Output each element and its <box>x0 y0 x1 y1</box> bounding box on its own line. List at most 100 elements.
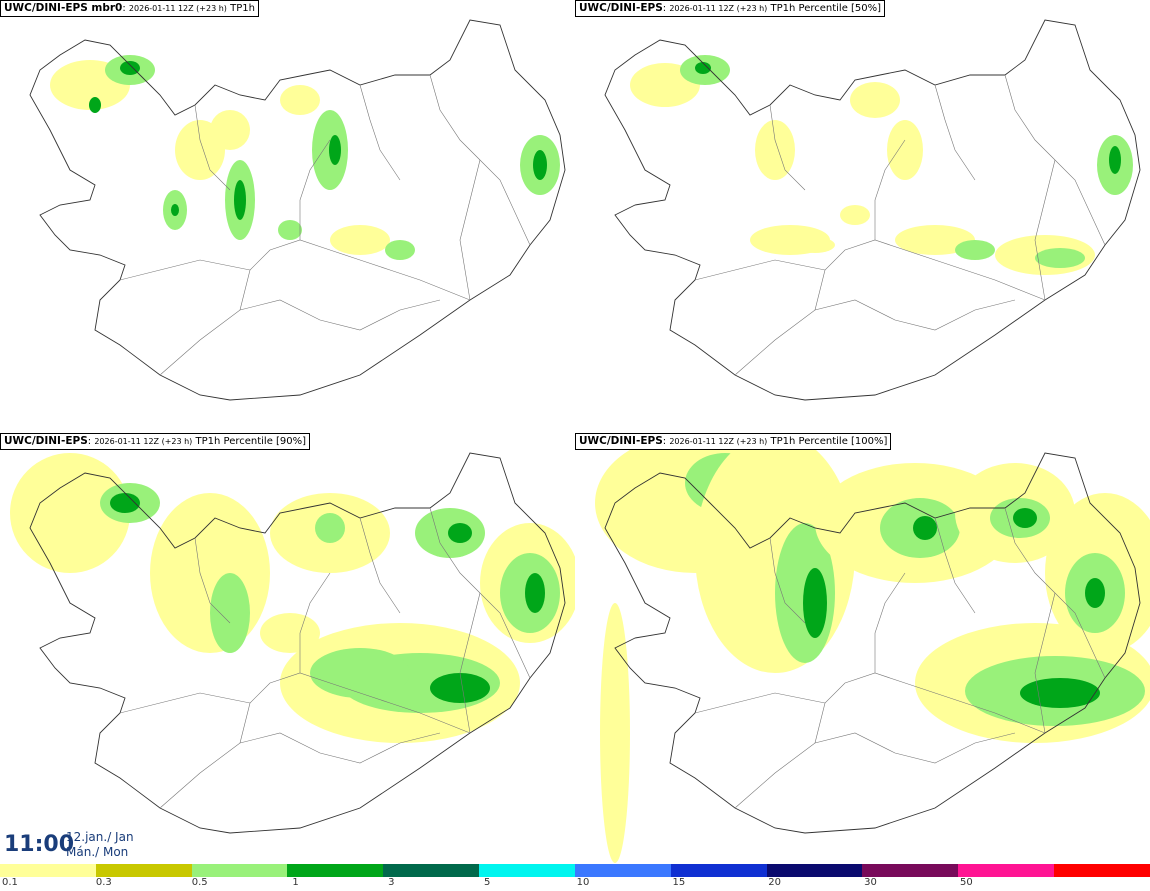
region-border <box>359 517 401 614</box>
field-name: TP1h Percentile [100%] <box>770 436 888 447</box>
precip-area <box>234 180 246 220</box>
legend-tick-label: 3 <box>388 877 395 888</box>
model-name: UWC/DINI-EPS <box>4 435 88 447</box>
precip-area <box>171 204 179 216</box>
precip-area <box>280 85 320 115</box>
legend-swatch <box>766 864 863 877</box>
region-border <box>459 592 481 734</box>
legend-swatch <box>862 864 959 877</box>
field-name: TP1h Percentile [90%] <box>195 436 307 447</box>
valid-date: 12.jan./ Jan Mán./ Mon <box>66 830 134 860</box>
color-legend <box>0 864 1150 877</box>
precip-map <box>29 19 566 401</box>
legend-tick-label: 10 <box>576 877 590 888</box>
legend-tick-label: 0.5 <box>191 877 208 888</box>
legend-tick-label: 20 <box>768 877 782 888</box>
region-border <box>239 672 471 744</box>
region-border <box>359 84 401 181</box>
field-name: TP1h <box>230 3 255 14</box>
region-border <box>769 537 806 624</box>
run-time: 2026-01-11 12Z (+23 h) <box>669 437 768 446</box>
precip-area <box>10 453 130 573</box>
legend-tick-label: 15 <box>672 877 686 888</box>
precip-area <box>1035 248 1085 268</box>
region-border <box>429 74 531 246</box>
region-border <box>119 259 251 281</box>
legend-tick-label: 50 <box>959 877 973 888</box>
precip-area <box>795 237 835 253</box>
precip-area <box>430 673 490 703</box>
legend-swatch <box>958 864 1055 877</box>
legend-tick-label: 0.3 <box>95 877 112 888</box>
precip-area <box>120 61 140 75</box>
precip-area <box>278 220 302 240</box>
region-border <box>1034 592 1056 734</box>
precip-area <box>887 120 923 180</box>
precip-area <box>448 523 472 543</box>
legend-tick-label: 0.1 <box>2 877 18 888</box>
model-name: UWC/DINI-EPS <box>579 435 663 447</box>
region-border <box>194 104 231 191</box>
precip-area <box>260 613 320 653</box>
region-border <box>694 692 826 714</box>
precip-area <box>1020 678 1100 708</box>
region-border <box>459 159 481 301</box>
region-border <box>1004 507 1106 679</box>
coastline <box>604 19 1141 401</box>
precip-area <box>329 135 341 165</box>
precip-area <box>1013 508 1037 528</box>
region-border <box>1034 159 1056 301</box>
precip-area <box>600 603 630 863</box>
precip-area <box>840 205 870 225</box>
region-border <box>814 672 1046 744</box>
valid-date-line1: 12.jan./ Jan <box>66 830 134 844</box>
precip-area <box>525 573 545 613</box>
region-border <box>194 537 231 624</box>
run-time: 2026-01-11 12Z (+23 h) <box>669 4 768 13</box>
precip-area <box>210 573 250 653</box>
run-time: 2026-01-11 12Z (+23 h) <box>94 437 193 446</box>
region-border <box>814 239 1046 311</box>
region-border <box>874 139 906 240</box>
legend-swatch <box>574 864 671 877</box>
panel-title: UWC/DINI-EPS: 2026-01-11 12Z (+23 h) TP1… <box>575 433 892 450</box>
valid-date-line2: Mán./ Mon <box>66 845 129 859</box>
region-border <box>159 732 441 809</box>
region-border <box>299 139 331 240</box>
precip-area <box>895 225 975 255</box>
legend-tick-label: 1 <box>292 877 299 888</box>
coastline <box>29 452 566 834</box>
valid-time-box: 11:00 12.jan./ Jan Mán./ Mon <box>0 826 142 864</box>
precip-map <box>595 433 1150 863</box>
run-time: 2026-01-11 12Z (+23 h) <box>128 4 227 13</box>
region-border <box>429 507 531 679</box>
map-panel-p100: UWC/DINI-EPS: 2026-01-11 12Z (+23 h) TP1… <box>575 433 1150 863</box>
legend-swatch <box>191 864 288 877</box>
legend-swatch <box>670 864 767 877</box>
model-name: UWC/DINI-EPS <box>579 2 663 14</box>
precip-area <box>850 82 900 118</box>
region-border <box>734 732 1016 809</box>
map-panel-mbr0: UWC/DINI-EPS mbr0: 2026-01-11 12Z (+23 h… <box>0 0 575 430</box>
model-name: UWC/DINI-EPS mbr0 <box>4 2 123 14</box>
coastline <box>29 19 566 401</box>
panel-title: UWC/DINI-EPS: 2026-01-11 12Z (+23 h) TP1… <box>575 0 886 17</box>
region-border <box>694 259 826 281</box>
region-border <box>874 572 906 673</box>
region-border <box>119 692 251 714</box>
legend-tick-label: 30 <box>864 877 877 888</box>
precip-area <box>755 120 795 180</box>
precip-area <box>210 110 250 150</box>
legend-swatch <box>0 864 96 877</box>
legend-swatch <box>479 864 575 877</box>
legend-swatch <box>287 864 384 877</box>
panel-title: UWC/DINI-EPS: 2026-01-11 12Z (+23 h) TP1… <box>0 433 311 450</box>
region-border <box>1004 74 1106 246</box>
precip-area <box>1085 578 1105 608</box>
region-border <box>734 299 1016 376</box>
precip-area <box>150 493 270 653</box>
coastline <box>604 452 1141 834</box>
precip-area <box>803 568 827 638</box>
legend-labels: 0.1 0.3 0.5 1 3 5 10 15 20 30 50 <box>0 877 1150 891</box>
region-border <box>299 572 331 673</box>
